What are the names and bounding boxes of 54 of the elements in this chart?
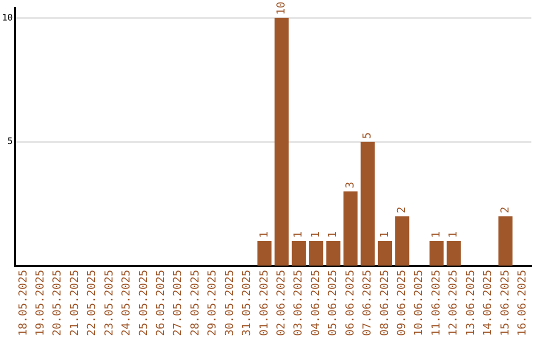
x-tick-label: 20.05.2025	[50, 270, 64, 336]
data-label: 1	[429, 231, 442, 238]
x-tick-label: 15.06.2025	[498, 270, 512, 336]
bar	[430, 240, 444, 266]
data-label: 1	[326, 231, 340, 238]
x-tick-label: 02.06.2025	[274, 270, 288, 336]
x-tick-label: 18.05.2025	[16, 270, 30, 336]
x-tick-label: 03.06.2025	[292, 270, 305, 336]
x-tick-label: 09.06.2025	[395, 270, 408, 336]
x-tick-label: 24.05.2025	[120, 270, 133, 336]
x-tick-label: 11.06.2025	[429, 270, 442, 336]
x-tick-label: 26.05.2025	[154, 270, 168, 336]
bar	[498, 216, 513, 266]
x-tick-label: 16.06.2025	[516, 270, 529, 336]
x-tick-label: 13.06.2025	[464, 270, 477, 336]
data-label: 10	[274, 2, 288, 15]
x-tick-label: 19.05.2025	[34, 270, 47, 336]
x-tick-label: 23.05.2025	[102, 270, 116, 336]
x-tick-label: 10.06.2025	[412, 270, 426, 336]
bar	[343, 191, 358, 266]
data-label: 1	[378, 231, 391, 238]
bar	[360, 142, 375, 266]
x-tick-label: 01.06.2025	[257, 270, 270, 336]
x-tick-label: 14.06.2025	[481, 270, 494, 336]
bar	[446, 240, 461, 266]
x-tick-label: 29.05.2025	[206, 270, 219, 336]
data-label: 1	[308, 231, 322, 238]
x-tick-label: 30.05.2025	[222, 270, 236, 336]
data-label: 3	[343, 182, 356, 188]
data-label: 2	[395, 206, 408, 214]
data-label: 1	[292, 231, 305, 238]
x-tick-label: 04.06.2025	[308, 270, 322, 336]
x-tick-label: 28.05.2025	[188, 270, 202, 336]
data-label: 5	[360, 132, 374, 139]
bar	[326, 240, 340, 266]
x-tick-label: 05.06.2025	[326, 270, 340, 336]
data-label: 1	[446, 231, 460, 238]
data-label: 2	[498, 206, 512, 214]
bar	[274, 18, 289, 266]
data-label: 1	[257, 231, 270, 238]
x-tick-label: 31.05.2025	[240, 270, 254, 336]
bar	[292, 240, 306, 266]
x-tick-label: 25.05.2025	[136, 270, 150, 336]
x-tick-label: 27.05.2025	[171, 270, 184, 336]
bar	[395, 216, 410, 266]
x-tick-label: 12.06.2025	[446, 270, 460, 336]
bar	[309, 240, 324, 266]
bar	[378, 240, 392, 266]
x-tick-label: 07.06.2025	[360, 270, 374, 336]
x-tick-label: 08.06.2025	[378, 270, 391, 336]
x-tick-label: 06.06.2025	[343, 270, 356, 336]
x-tick-label: 22.05.2025	[85, 270, 98, 336]
bar	[257, 240, 272, 266]
x-tick-label: 21.05.2025	[68, 270, 81, 336]
